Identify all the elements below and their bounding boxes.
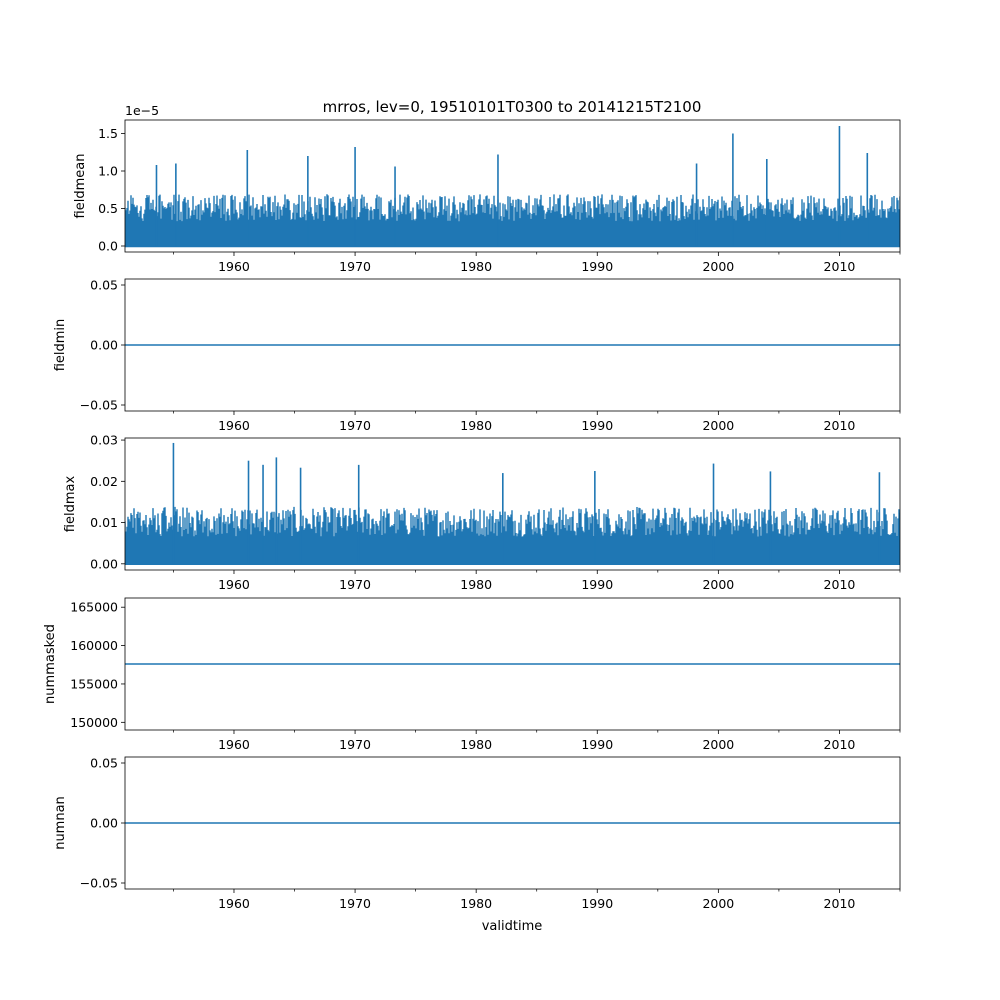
y-tick-label: 0.02 — [90, 474, 118, 489]
x-tick-label: 2010 — [824, 577, 856, 592]
x-tick-label: 1960 — [218, 577, 250, 592]
x-tick-label: 2010 — [824, 418, 856, 433]
y-tick-label: 0.05 — [90, 278, 118, 293]
panel-fieldmax: 0.00 0.01 0.02 0.03 1960 1970 1980 1990 2000 2010… — [63, 433, 901, 592]
x-tick-label: 1990 — [581, 418, 613, 433]
x-tick-label: 2010 — [824, 737, 856, 752]
y-tick-label: 155000 — [70, 676, 118, 691]
y-axis-label-numnan: numnan — [53, 796, 68, 850]
x-tick-label: 1980 — [460, 896, 492, 911]
x-tick-label: 1990 — [581, 896, 613, 911]
x-tick-label: 1960 — [218, 737, 250, 752]
x-tick-label: 1970 — [339, 896, 371, 911]
x-tick-label: 2000 — [702, 418, 734, 433]
y-tick-label: 0.00 — [90, 816, 118, 831]
y-tick-label: 165000 — [70, 600, 118, 615]
x-tick-label: 2010 — [824, 896, 856, 911]
x-tick-label: 2000 — [702, 577, 734, 592]
panel-fieldmean: 0.0 0.5 1.0 1.5 1960 1970 1980 1990 2000 2010 fiel… — [73, 103, 901, 274]
panel-fieldmin: −0.05 0.00 0.05 1960 1970 1980 1990 2000 2010 fie… — [53, 278, 901, 433]
x-tick-label: 1970 — [339, 259, 371, 274]
x-tick-label: 1960 — [218, 259, 250, 274]
y-axis-label-nummasked: nummasked — [43, 624, 58, 704]
series-group — [125, 126, 900, 248]
x-tick-label: 1980 — [460, 577, 492, 592]
y-tick-label: 0.05 — [90, 756, 118, 771]
x-tick-label: 1960 — [218, 418, 250, 433]
y-tick-label: 0.5 — [98, 201, 118, 216]
y-offset-label: 1e−5 — [125, 103, 159, 118]
y-tick-label: 0.00 — [90, 556, 118, 571]
x-tick-label: 2000 — [702, 259, 734, 274]
x-tick-label: 2000 — [702, 737, 734, 752]
y-tick-label: 1.0 — [98, 164, 118, 179]
x-tick-label: 1990 — [581, 259, 613, 274]
series-group — [125, 442, 900, 565]
y-tick-label: −0.05 — [80, 398, 118, 413]
y-tick-label: 0.01 — [90, 515, 118, 530]
y-tick-label: 160000 — [70, 638, 118, 653]
x-tick-label: 1980 — [460, 418, 492, 433]
y-tick-label: 0.00 — [90, 338, 118, 353]
x-tick-label: 1980 — [460, 259, 492, 274]
panel-numnan: −0.05 0.00 0.05 1960 1970 1980 1990 2000 2010 num… — [53, 756, 901, 911]
series-band-fieldmax — [125, 506, 900, 565]
x-tick-label: 2000 — [702, 896, 734, 911]
y-axis-label-fieldmean: fieldmean — [73, 154, 88, 219]
panel-frame — [124, 119, 901, 253]
y-axis-label-fieldmin: fieldmin — [53, 319, 68, 372]
panel-frame — [124, 597, 901, 731]
x-tick-label: 2010 — [824, 259, 856, 274]
x-tick-label: 1960 — [218, 896, 250, 911]
x-axis-label: validtime — [482, 919, 543, 934]
x-tick-label: 1990 — [581, 737, 613, 752]
panels: 0.0 0.5 1.0 1.5 1960 1970 1980 1990 2000 2010 fiel… — [43, 103, 901, 911]
y-axis-label-fieldmax: fieldmax — [63, 476, 78, 533]
x-tick-label: 1970 — [339, 577, 371, 592]
chart-title: mrros, lev=0, 19510101T0300 to 20141215T… — [323, 98, 702, 116]
y-tick-label: −0.05 — [80, 876, 118, 891]
y-tick-label: 0.0 — [98, 239, 118, 254]
series-band-fieldmean — [125, 194, 900, 248]
y-tick-label: 0.03 — [90, 433, 118, 448]
panel-nummasked: 150000 155000 160000 165000 1960 1970 1980 1990… — [43, 597, 901, 752]
panel-frame — [124, 437, 901, 571]
x-tick-label: 1980 — [460, 737, 492, 752]
x-tick-label: 1990 — [581, 577, 613, 592]
x-tick-label: 1970 — [339, 737, 371, 752]
x-tick-label: 1970 — [339, 418, 371, 433]
y-tick-label: 1.5 — [98, 126, 118, 141]
y-tick-label: 150000 — [70, 715, 118, 730]
